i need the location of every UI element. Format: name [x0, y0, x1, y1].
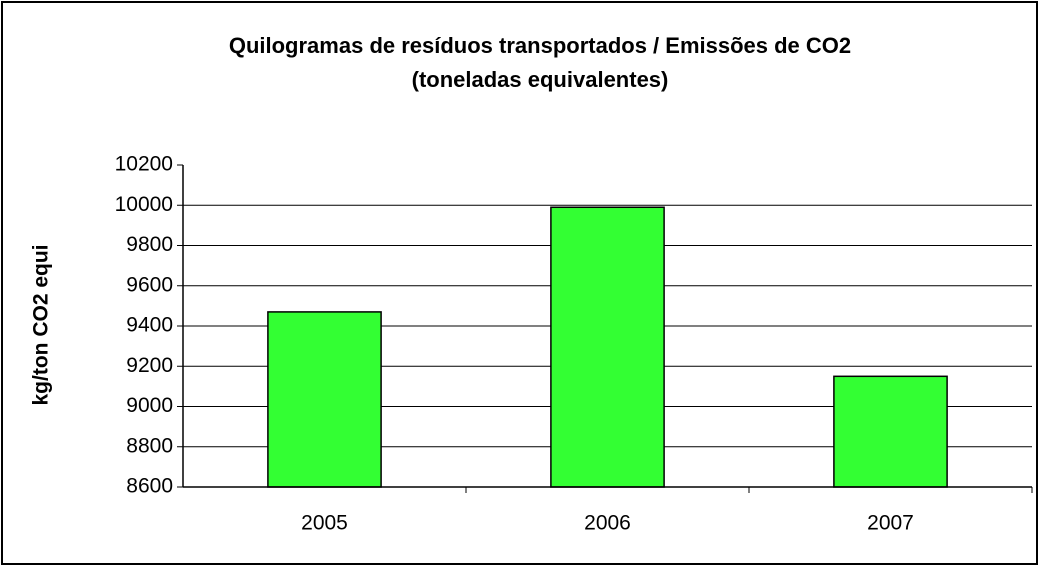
y-tick-label: 9600 [126, 273, 173, 296]
x-tick-label: 2006 [584, 512, 631, 535]
chart-title: Quilogramas de resíduos transportados / … [229, 33, 851, 58]
bar [267, 311, 382, 488]
y-tick-label: 9400 [126, 314, 173, 337]
y-tick-label: 9200 [126, 354, 173, 377]
y-tick-label: 10200 [115, 153, 173, 176]
y-tick-label: 9000 [126, 394, 173, 417]
x-tick-label: 2007 [867, 512, 914, 535]
y-tick-label: 9800 [126, 233, 173, 256]
y-tick-label: 8600 [126, 475, 173, 498]
y-tick-label: 10000 [115, 193, 173, 216]
x-tick-label: 2005 [301, 512, 348, 535]
y-tick-label: 8800 [126, 434, 173, 457]
y-axis-title: kg/ton CO2 equi [30, 244, 53, 405]
bar [833, 375, 948, 488]
chart-title: (toneladas equivalentes) [412, 67, 669, 92]
bar [550, 206, 665, 488]
